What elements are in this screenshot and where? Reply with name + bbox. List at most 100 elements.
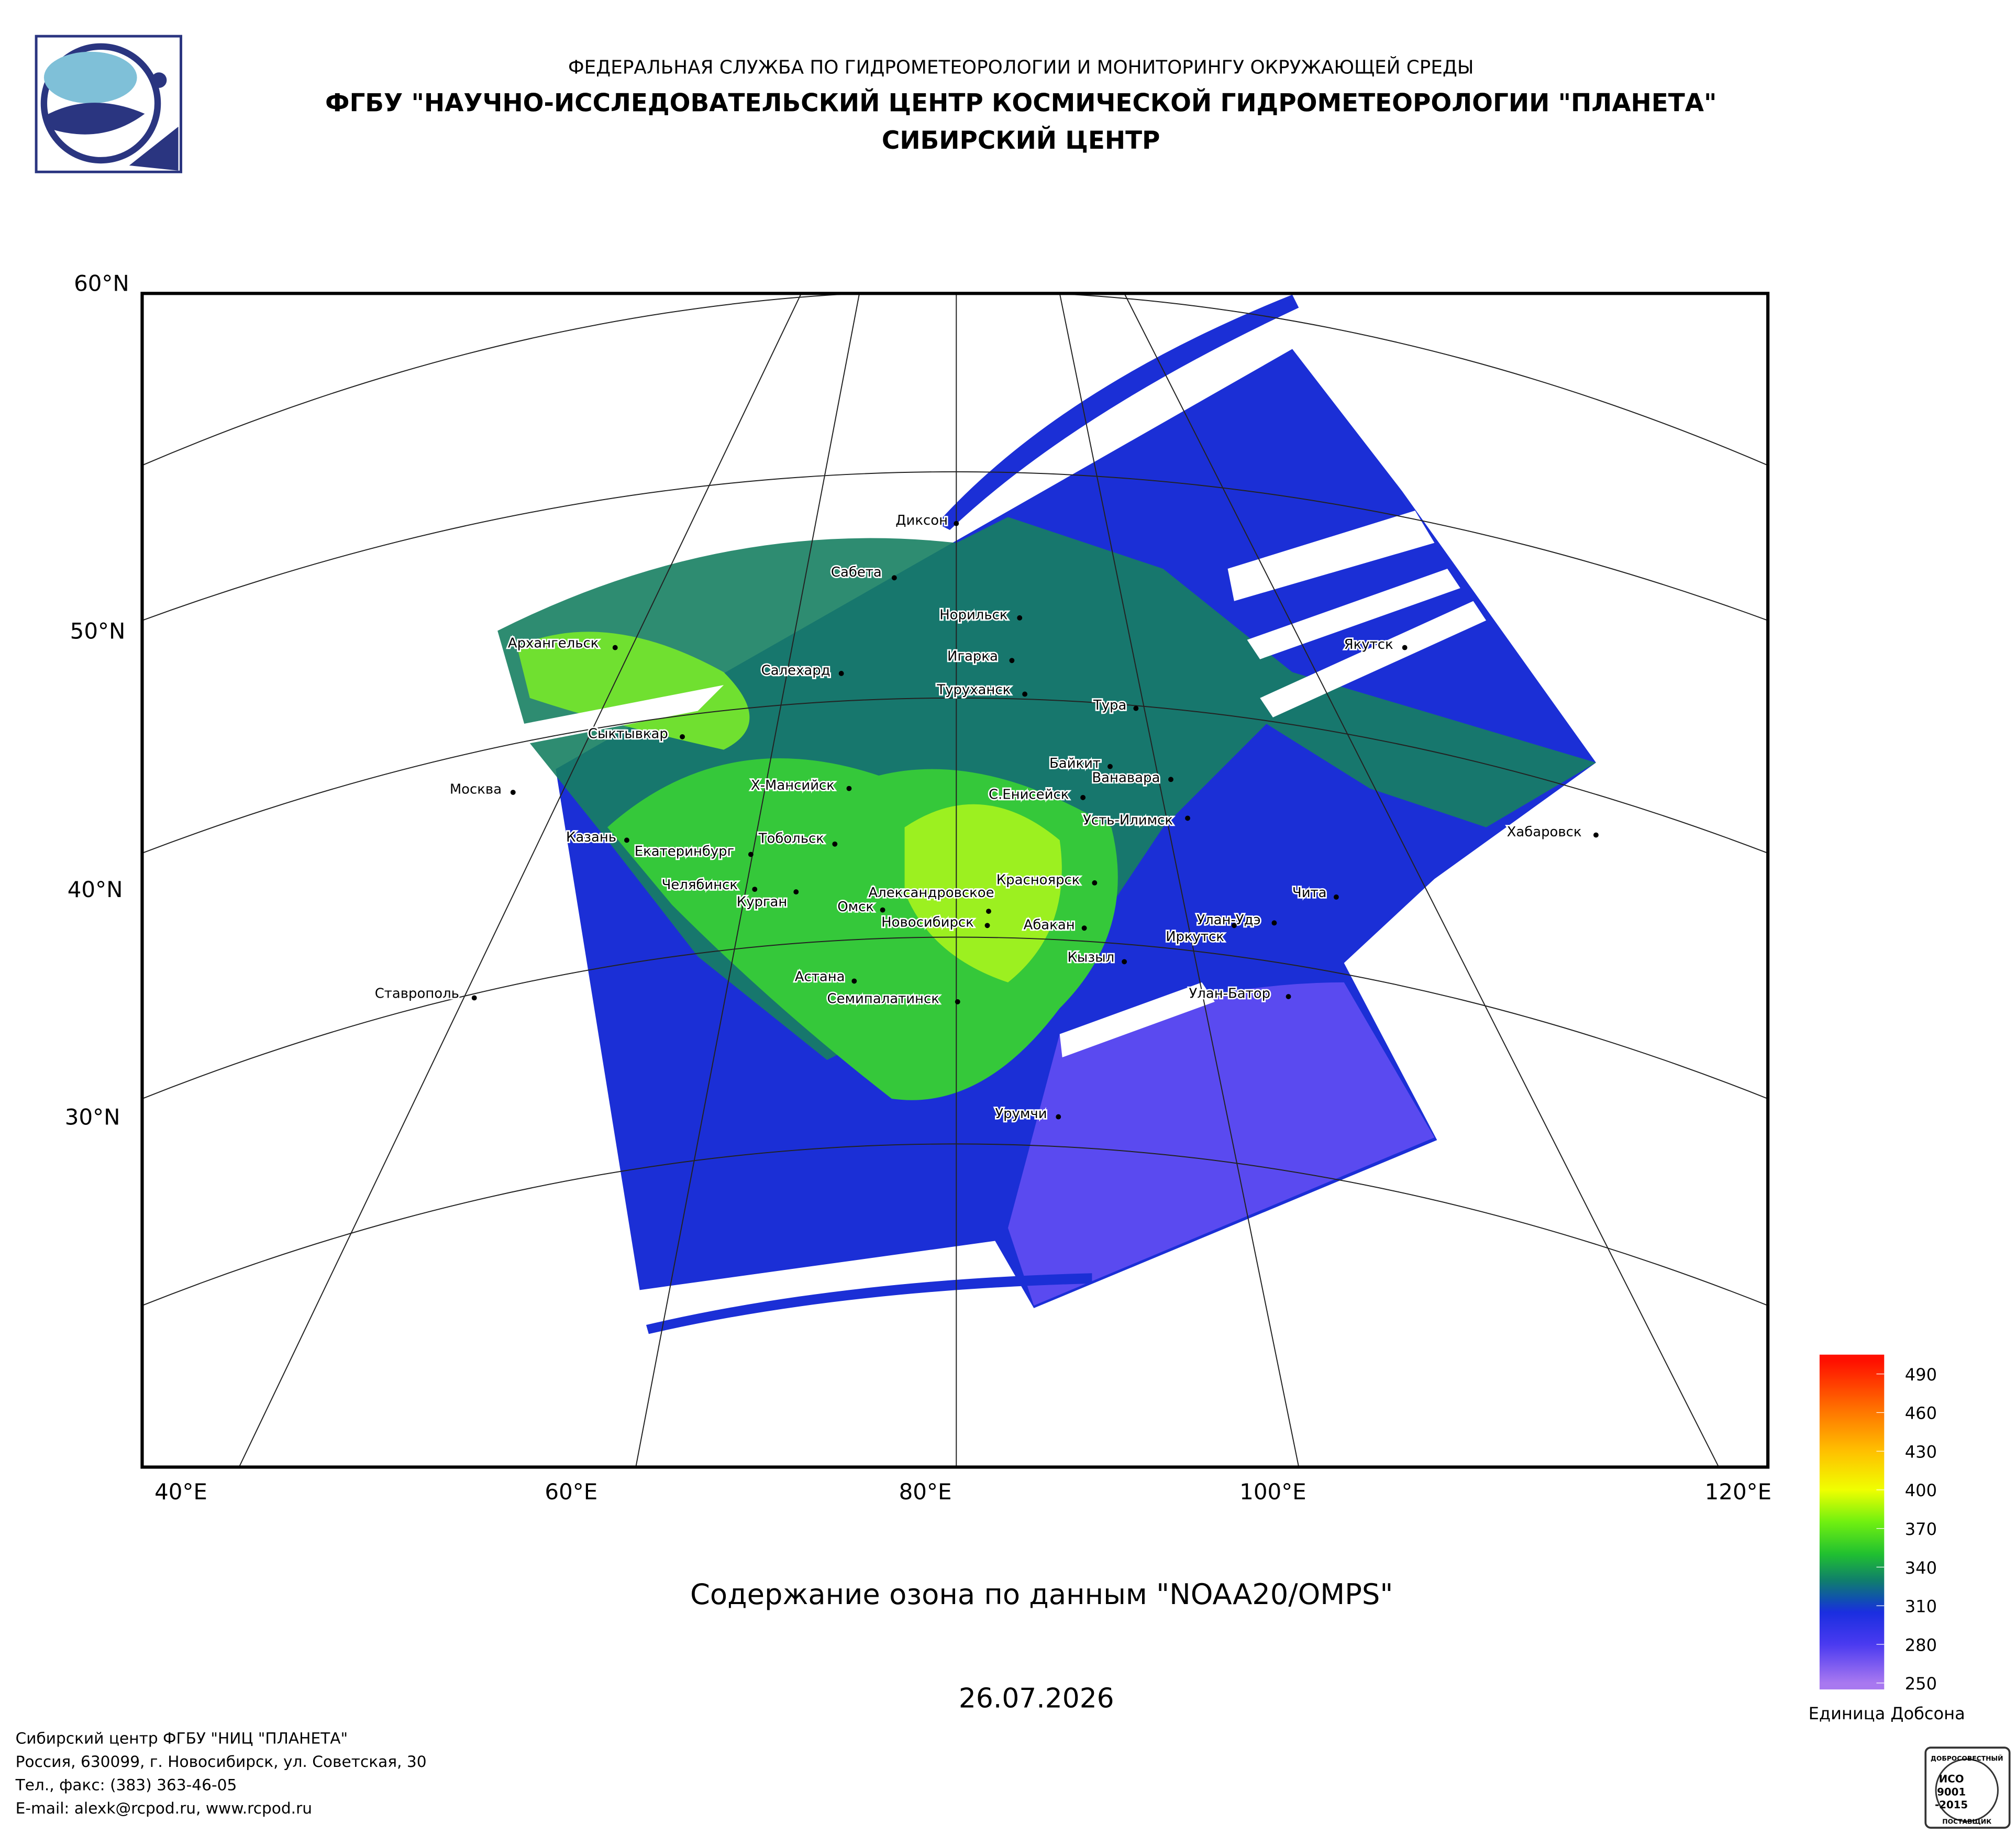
city-dot (955, 999, 960, 1004)
map-area: Диксон Сабета Норильск Архангельск Игарка Сал… (142, 293, 1768, 1467)
graticule-labels: 60°N 50°N 40°N 30°N 40°E 60°E 80°E 100°E 120°E (65, 270, 1771, 1505)
city-label: Кызыл (1068, 949, 1115, 965)
city-dot (1168, 777, 1173, 782)
city-label: Урумчи (995, 1106, 1047, 1122)
city-label: Москва (450, 782, 502, 798)
city-label: С.Енисейск (989, 787, 1069, 802)
city-label: Салехард (761, 662, 830, 678)
city-label: Абакан (1024, 918, 1075, 933)
lon-label: 120°E (1705, 1479, 1772, 1505)
city-label: Игарка (947, 648, 998, 664)
city-dot (838, 671, 844, 676)
city-dot (1286, 994, 1291, 999)
city-dot (832, 841, 838, 847)
iso-text: 9001 (1937, 1786, 1966, 1798)
city-dot (1107, 764, 1113, 769)
city-label: Красноярск (996, 872, 1080, 888)
colorbar-tick-label: 430 (1905, 1442, 1937, 1462)
city-dot (1593, 832, 1599, 838)
lat-label: 40°N (68, 877, 123, 902)
city-label: Ставрополь (375, 986, 459, 1001)
city-label: Якутск (1344, 637, 1393, 653)
city-dot (748, 852, 754, 857)
colorbar-tick-label: 310 (1905, 1597, 1937, 1617)
city-dot (471, 995, 477, 1001)
city-label: Норильск (939, 607, 1007, 623)
header-line: СИБИРСКИЙ ЦЕНТР (882, 126, 1160, 155)
city-dot (612, 645, 618, 650)
map-date: 26.07.2026 (959, 1683, 1114, 1715)
city-label: Тура (1093, 698, 1126, 713)
iso-text: ИСО (1939, 1773, 1964, 1785)
footer-line: Тел., факс: (383) 363-46-05 (15, 1776, 237, 1794)
city-dot (986, 909, 991, 914)
city-label: Чита (1292, 885, 1327, 901)
city-label: Диксон (895, 513, 948, 528)
lon-label: 60°E (545, 1479, 597, 1505)
city-dot (1402, 645, 1408, 650)
city-label: Туруханск (936, 682, 1011, 698)
footer: Сибирский центр ФГБУ "НИЦ "ПЛАНЕТА" Росси… (15, 1730, 427, 1817)
colorbar-tick-label: 400 (1905, 1480, 1937, 1500)
city-label: Новосибирск (881, 915, 974, 931)
colorbar-tick-label: 280 (1905, 1635, 1937, 1655)
city-label: Иркутск (1166, 929, 1224, 945)
iso-text: ПОСТАВЩИК (1942, 1818, 1991, 1826)
city-dot (1333, 894, 1339, 900)
city-label: Сыктывкар (588, 726, 668, 742)
city-dot (1080, 794, 1086, 800)
city-dot (1081, 925, 1087, 931)
city-dot (891, 575, 897, 581)
city-label: Хабаровск (1507, 824, 1582, 840)
city-dot (851, 978, 857, 984)
iso-text: ДОБРОСОВЕСТНЫЙ (1931, 1754, 2003, 1762)
city-label: Екатеринбург (635, 844, 735, 859)
lat-label: 50°N (70, 618, 126, 644)
city-label: Челябинск (662, 877, 738, 893)
footer-line: Россия, 630099, г. Новосибирск, ул. Сове… (16, 1753, 427, 1771)
city-dot (1133, 705, 1139, 711)
city-dot (1231, 923, 1237, 928)
city-label: Курган (737, 894, 788, 910)
iso-text: -2015 (1935, 1799, 1968, 1811)
city-dot (984, 923, 990, 928)
colorbar-tick-label: 250 (1905, 1674, 1937, 1694)
map-title: Содержание озона по данным "NOAA20/OMPS" (690, 1578, 1393, 1611)
city-dot (1185, 815, 1190, 821)
lon-label: 80°E (899, 1479, 952, 1505)
footer-line: E-mail: alexk@rcpod.ru, www.rcpod.ru (16, 1799, 312, 1817)
city-label: Сабета (831, 565, 882, 580)
header-line: ФЕДЕРАЛЬНАЯ СЛУЖБА ПО ГИДРОМЕТЕОРОЛОГИИ … (568, 57, 1474, 79)
lat-label: 60°N (74, 270, 129, 296)
header-line: ФГБУ "НАУЧНО-ИССЛЕДОВАТЕЛЬСКИЙ ЦЕНТР КОС… (325, 89, 1716, 117)
footer-line: Сибирский центр ФГБУ "НИЦ "ПЛАНЕТА" (16, 1730, 348, 1748)
lat-label: 30°N (65, 1104, 120, 1130)
lon-label: 40°E (154, 1479, 207, 1505)
colorbar: 250 280 310 340 370 400 430 460 490 Единица Добсо… (1809, 1354, 1965, 1723)
colorbar-label: Единица Добсона (1809, 1704, 1965, 1723)
city-dot (1056, 1114, 1061, 1120)
city-dot (624, 837, 629, 843)
city-dot (1271, 920, 1277, 926)
city-dot (752, 887, 758, 892)
city-dot (1122, 959, 1127, 965)
city-dot (1092, 880, 1098, 886)
map-frame (140, 292, 1770, 1469)
city-dot (793, 889, 799, 895)
city-label: Улан-Удэ (1197, 912, 1260, 928)
city-label: Усть-Илимск (1083, 813, 1173, 828)
colorbar-tick-label: 370 (1905, 1519, 1937, 1539)
city-layer: Диксон Сабета Норильск Архангельск Игарка Сал… (373, 511, 1599, 1123)
city-label: Омск (837, 899, 874, 915)
colorbar-tick-label: 460 (1905, 1403, 1937, 1423)
city-label: Александровское (868, 885, 994, 901)
city-label: Архангельск (508, 636, 599, 651)
city-dot (510, 790, 516, 795)
city-label: Улан-Батор (1189, 986, 1271, 1001)
colorbar-tick-label: 490 (1905, 1365, 1937, 1385)
city-dot (846, 786, 852, 791)
colorbar-scale (1819, 1354, 1885, 1690)
city-label: Казань (566, 830, 616, 845)
city-dot (954, 521, 959, 526)
